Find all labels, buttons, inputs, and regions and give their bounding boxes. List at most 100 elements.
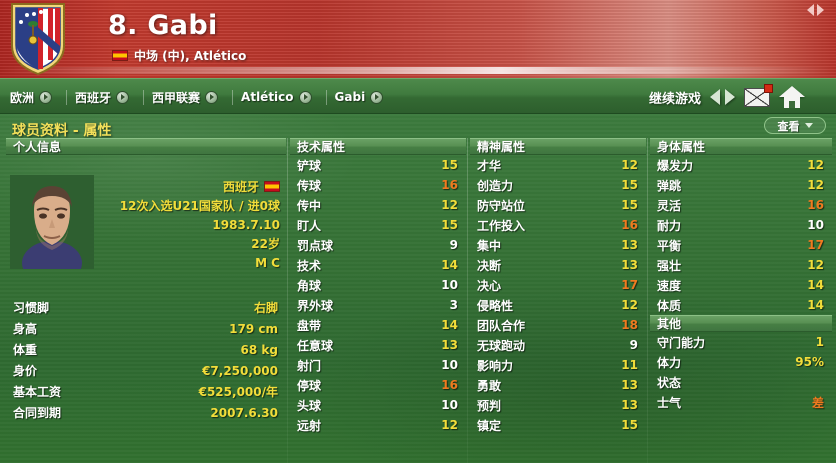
next-arrow-icon[interactable] — [817, 4, 824, 16]
header-nav-arrows[interactable] — [807, 4, 824, 16]
attribute-value: 9 — [629, 338, 638, 352]
chevron-right-icon[interactable] — [116, 90, 130, 104]
fact-value: €525,000/年 — [198, 385, 278, 399]
personal-info-header: 个人信息 — [6, 138, 286, 155]
attribute-row: 状态 — [650, 372, 832, 392]
attribute-value: 12 — [807, 158, 824, 172]
attribute-label: 侵略性 — [477, 298, 514, 313]
breadcrumb-item-continent[interactable]: 欧洲 — [8, 89, 60, 106]
back-arrow-icon[interactable] — [710, 89, 720, 105]
chevron-right-icon[interactable] — [298, 90, 312, 104]
attribute-row: 罚点球 9 — [290, 235, 466, 255]
attribute-value: 3 — [449, 298, 458, 312]
attribute-value: 10 — [807, 218, 824, 232]
technical-attributes-panel: 技术属性 铲球 15 传球 16 传中 12 盯人 15 罚点球 9 技术 14 角球 10 界外球 3 盘带 1… — [290, 138, 466, 435]
fact-label: 合同到期 — [13, 406, 62, 420]
spain-flag-icon — [264, 181, 280, 192]
nationality-row: 西班牙 — [120, 177, 280, 196]
attribute-value: 1 — [815, 335, 824, 349]
fact-value: 68 kg — [240, 342, 278, 357]
column-divider — [647, 138, 648, 463]
attribute-label: 镇定 — [477, 418, 502, 433]
other-attributes-header: 其他 — [650, 315, 832, 332]
mail-envelope-icon[interactable] — [744, 83, 773, 107]
player-subtitle: 中场 (中), Atlético — [112, 47, 246, 64]
breadcrumb-item-player[interactable]: Gabi — [333, 90, 392, 104]
attribute-label: 弹跳 — [657, 178, 682, 193]
attribute-label: 任意球 — [297, 338, 334, 353]
breadcrumb-divider — [325, 89, 327, 105]
section-title: 球员资料 - 属性 — [12, 123, 112, 139]
attribute-row: 守门能力 1 — [650, 332, 832, 352]
player-summary: 西班牙 12次入选U21国家队 / 进0球 1983.7.10 22岁 M C — [120, 177, 280, 272]
home-icon[interactable] — [779, 86, 805, 108]
attribute-row: 头球 10 — [290, 395, 466, 415]
breadcrumb-label: 欧洲 — [10, 90, 35, 105]
attribute-value: 13 — [621, 398, 638, 412]
attribute-value: 13 — [621, 238, 638, 252]
mental-attributes-panel: 精神属性 才华 12 创造力 15 防守站位 15 工作投入 16 集中 13 决断 13 决心 17 侵略… — [470, 138, 646, 435]
column-divider — [287, 138, 288, 463]
continue-game-button[interactable]: 继续游戏 — [648, 91, 701, 107]
fact-label: 体重 — [13, 343, 38, 357]
attribute-label: 预判 — [477, 398, 502, 413]
attribute-label: 铲球 — [297, 158, 322, 173]
breadcrumb-item-league[interactable]: 西甲联赛 — [150, 89, 226, 106]
attribute-label: 体质 — [657, 298, 682, 313]
attribute-row: 盯人 15 — [290, 215, 466, 235]
attribute-row: 射门 10 — [290, 355, 466, 375]
attribute-row: 弹跳 12 — [650, 175, 832, 195]
attribute-label: 射门 — [297, 358, 322, 373]
nav-actions: 继续游戏 — [649, 79, 836, 115]
breadcrumb-item-country[interactable]: 西班牙 — [73, 89, 137, 106]
attribute-label: 停球 — [297, 378, 322, 393]
attribute-value: 12 — [807, 258, 824, 272]
breadcrumb-item-club[interactable]: Atlético — [239, 90, 319, 104]
attribute-value: 15 — [621, 198, 638, 212]
fact-label: 习惯脚 — [13, 301, 50, 315]
personal-info-panel: 个人信息 — [6, 138, 286, 447]
attribute-row: 集中 13 — [470, 235, 646, 255]
attribute-row: 速度 14 — [650, 275, 832, 295]
attribute-label: 角球 — [297, 278, 322, 293]
chevron-right-icon[interactable] — [205, 90, 219, 104]
fact-value: 2007.6.30 — [210, 405, 278, 420]
attribute-label: 技术 — [297, 258, 322, 273]
attribute-value: 12 — [441, 198, 458, 212]
birthdate-row: 1983.7.10 — [120, 215, 280, 234]
fact-label: 身价 — [13, 364, 38, 378]
attribute-label: 远射 — [297, 418, 322, 433]
breadcrumb-label: Atlético — [241, 90, 294, 104]
attribute-row: 角球 10 — [290, 275, 466, 295]
attribute-value: 差 — [811, 395, 824, 410]
caps-value: 12次入选U21国家队 / 进0球 — [119, 199, 280, 213]
attribute-value: 12 — [621, 298, 638, 312]
prev-arrow-icon[interactable] — [807, 4, 814, 16]
list-item: 习惯脚 右脚 — [6, 297, 286, 318]
attribute-value: 10 — [441, 398, 458, 412]
fact-label: 身高 — [13, 322, 38, 336]
attribute-value: 16 — [441, 178, 458, 192]
chevron-right-icon[interactable] — [370, 90, 384, 104]
attribute-row: 传球 16 — [290, 175, 466, 195]
view-dropdown-button[interactable]: 查看 — [764, 117, 826, 134]
view-dropdown-label: 查看 — [777, 119, 800, 133]
attribute-value: 16 — [441, 378, 458, 392]
atletico-madrid-crest-icon — [8, 2, 68, 76]
forward-arrow-icon[interactable] — [725, 89, 735, 105]
attribute-row: 灵活 16 — [650, 195, 832, 215]
attribute-row: 勇敢 13 — [470, 375, 646, 395]
chevron-right-icon[interactable] — [39, 90, 53, 104]
attribute-value: 15 — [441, 158, 458, 172]
attribute-row: 强壮 12 — [650, 255, 832, 275]
attribute-value: 18 — [621, 318, 638, 332]
attribute-label: 体力 — [657, 355, 682, 370]
attribute-value: 17 — [807, 238, 824, 252]
attribute-value: 14 — [807, 298, 824, 312]
attribute-row: 任意球 13 — [290, 335, 466, 355]
list-item: 身价 €7,250,000 — [6, 360, 286, 381]
personal-facts-list: 习惯脚 右脚 身高 179 cm 体重 68 kg 身价 €7,250,000 — [6, 297, 286, 423]
position-row: M C — [120, 253, 280, 272]
nationality-value: 西班牙 — [222, 180, 259, 194]
attribute-row: 传中 12 — [290, 195, 466, 215]
